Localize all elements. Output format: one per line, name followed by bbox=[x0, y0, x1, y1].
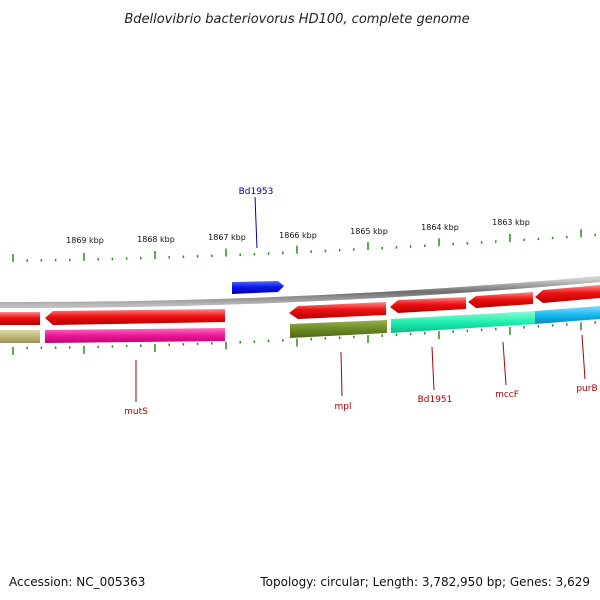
map-title: Bdellovibrio bacteriovorus HD100, comple… bbox=[124, 12, 469, 27]
gene-label-muts: mutS bbox=[124, 407, 148, 417]
genome-summary-text: Topology: circular; Length: 3,782,950 bp… bbox=[259, 575, 590, 589]
gene-category-block[interactable] bbox=[535, 306, 600, 324]
purb-leader-line bbox=[581, 334, 586, 380]
outer-scale-ticks bbox=[12, 229, 596, 262]
scale-label: 1869 kbp bbox=[66, 236, 104, 245]
gene-label-bd1953: Bd1953 bbox=[239, 187, 274, 197]
genome-backbone bbox=[0, 276, 600, 309]
bd1953-leader-line bbox=[254, 196, 258, 249]
gene-label-purb: purB bbox=[576, 384, 597, 394]
scale-label: 1865 kbp bbox=[350, 227, 388, 236]
gene-cds[interactable] bbox=[390, 297, 466, 313]
scale-label: 1867 kbp bbox=[208, 233, 246, 242]
bd1951-leader-line bbox=[431, 346, 435, 391]
scale-label: 1868 kbp bbox=[137, 235, 175, 244]
category-track bbox=[0, 306, 600, 343]
gene-cds[interactable] bbox=[535, 285, 600, 303]
gene-cds[interactable] bbox=[289, 302, 386, 319]
gene-bd1953[interactable] bbox=[232, 281, 284, 294]
gene-label-bd1951: Bd1951 bbox=[418, 395, 453, 405]
mpl-leader-line bbox=[340, 351, 343, 397]
accession-text: Accession: NC_005363 bbox=[9, 575, 145, 589]
gene-label-mccf: mccF bbox=[495, 390, 519, 400]
gene-cds[interactable] bbox=[0, 312, 40, 325]
inner-scale-ticks bbox=[12, 321, 596, 355]
scale-label: 1866 kbp bbox=[279, 231, 317, 240]
gene-label-mpl: mpl bbox=[335, 402, 352, 412]
scale-label: 1863 kbp bbox=[492, 218, 530, 227]
reverse-gene-labels: mutS mpl Bd1951 mccF purB bbox=[124, 334, 598, 417]
scale-label: 1864 kbp bbox=[421, 223, 459, 232]
gene-category-block[interactable] bbox=[45, 328, 225, 343]
gene-cds[interactable] bbox=[45, 309, 225, 325]
gene-category-block[interactable] bbox=[391, 311, 535, 333]
gene-category-block[interactable] bbox=[0, 330, 40, 343]
scale-labels: 1869 kbp 1868 kbp 1867 kbp 1866 kbp 1865… bbox=[66, 218, 530, 245]
gene-cds[interactable] bbox=[468, 292, 533, 308]
gene-category-block[interactable] bbox=[290, 320, 387, 338]
cds-track bbox=[0, 285, 600, 325]
mccf-leader-line bbox=[502, 341, 507, 386]
